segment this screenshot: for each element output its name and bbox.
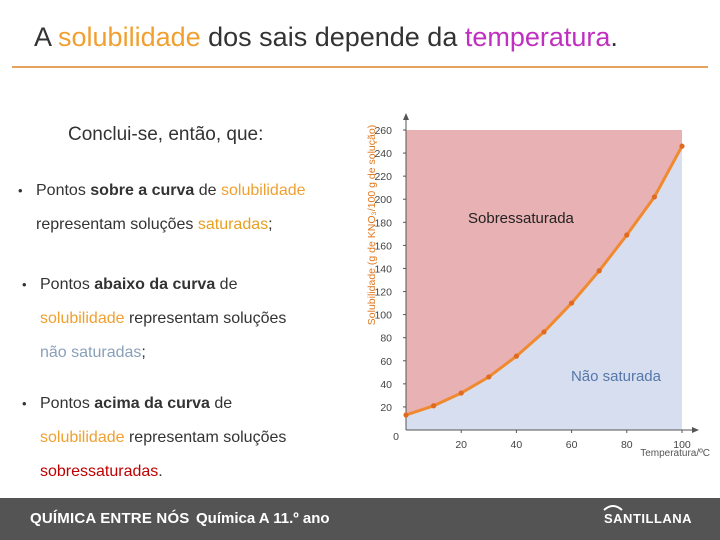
region-label-nao-saturada: Não saturada bbox=[571, 368, 662, 385]
y-tick-label: 20 bbox=[380, 402, 392, 414]
highlight-text: solubilidade bbox=[40, 310, 125, 327]
text: ; bbox=[141, 344, 146, 361]
bullet-line: sobressaturadas. bbox=[40, 455, 286, 489]
x-tick-label: 80 bbox=[621, 439, 633, 451]
region-above-curve bbox=[406, 130, 682, 415]
bullet-line: Pontos sobre a curva de solubilidade bbox=[36, 174, 306, 208]
text: Pontos bbox=[40, 395, 95, 412]
y-axis-label: Solubilidade (g de KNO₃/100 g de solução… bbox=[366, 125, 378, 325]
footer-brand: SANTILLANA bbox=[604, 511, 693, 526]
plot-area: 20 40 60 80 100 120 140 160 180 200 220 240 260 0 20 40… bbox=[374, 113, 699, 451]
y-tick-label: 260 bbox=[374, 125, 392, 137]
x-axis-arrow bbox=[692, 427, 699, 433]
highlight-text: saturadas bbox=[197, 216, 269, 233]
text: representam soluções bbox=[124, 429, 287, 446]
solubility-chart: 20 40 60 80 100 120 140 160 180 200 220 240 260 0 20 40… bbox=[366, 113, 710, 459]
slide-title: A solubilidade dos sais depende da tempe… bbox=[34, 22, 618, 53]
y-tick-label: 60 bbox=[380, 356, 392, 368]
footer-bar: QUÍMICA ENTRE NÓS Química A 11.º ano SAN… bbox=[0, 498, 720, 540]
title-highlight-solubilidade: solubilidade bbox=[58, 22, 201, 52]
y-axis-arrow bbox=[403, 113, 409, 120]
bullet-line: representam soluções saturadas; bbox=[36, 208, 306, 242]
footer-course: Química A 11.º ano bbox=[196, 510, 330, 527]
data-point bbox=[651, 194, 657, 200]
bullet-dot: • bbox=[22, 277, 27, 292]
data-point bbox=[596, 268, 602, 274]
y-tick-label: 80 bbox=[380, 333, 392, 345]
highlight-text: solubilidade bbox=[221, 182, 306, 199]
highlight-text: não saturadas bbox=[40, 344, 142, 361]
bullet-line: não saturadas; bbox=[40, 336, 286, 370]
data-point bbox=[486, 374, 492, 380]
y-tick-label: 40 bbox=[380, 379, 392, 391]
data-point bbox=[679, 143, 685, 149]
text: de bbox=[215, 276, 238, 293]
text: ; bbox=[268, 216, 273, 233]
bullet-dot: • bbox=[18, 183, 23, 198]
y-tick-label: 160 bbox=[374, 240, 392, 252]
text: representam soluções bbox=[124, 310, 287, 327]
conclusion-text: Conclui-se, então, que: bbox=[68, 124, 264, 145]
y-tick-label: 200 bbox=[374, 194, 392, 206]
title-text: A bbox=[34, 22, 59, 52]
x-tick-label: 60 bbox=[566, 439, 578, 451]
title-text: . bbox=[610, 22, 618, 52]
data-point bbox=[513, 353, 519, 359]
bold-text: acima da curva bbox=[94, 395, 210, 412]
bullet-line: solubilidade representam soluções bbox=[40, 421, 286, 455]
y-tick-label: 120 bbox=[374, 287, 392, 299]
text: Pontos bbox=[36, 182, 91, 199]
bullet-line: solubilidade representam soluções bbox=[40, 302, 286, 336]
x-tick-label: 0 bbox=[393, 431, 399, 443]
y-tick-label: 180 bbox=[374, 217, 392, 229]
title-text: dos sais depende da bbox=[200, 22, 465, 52]
text: Pontos bbox=[40, 276, 95, 293]
region-below-curve bbox=[406, 146, 682, 430]
data-point bbox=[403, 412, 409, 418]
text: representam soluções bbox=[36, 216, 198, 233]
y-tick-label: 100 bbox=[374, 310, 392, 322]
bullet-dot: • bbox=[22, 396, 27, 411]
santillana-logo-icon bbox=[603, 505, 623, 511]
bold-text: abaixo da curva bbox=[94, 276, 216, 293]
x-tick-label: 40 bbox=[511, 439, 523, 451]
data-point bbox=[431, 403, 437, 409]
bullet-below-curve: • Pontos abaixo da curva de solubilidade… bbox=[22, 268, 286, 370]
x-tick-label: 20 bbox=[455, 439, 467, 451]
bullet-line: Pontos abaixo da curva de bbox=[40, 268, 286, 302]
data-point bbox=[458, 390, 464, 396]
title-bar: A solubilidade dos sais depende da tempe… bbox=[12, 10, 708, 68]
highlight-text: solubilidade bbox=[40, 429, 125, 446]
highlight-text: sobressaturadas bbox=[40, 463, 159, 480]
y-tick-label: 240 bbox=[374, 148, 392, 160]
title-highlight-temperatura: temperatura bbox=[464, 22, 611, 52]
region-label-sobressaturada: Sobressaturada bbox=[468, 210, 575, 227]
x-tick-label: 100 bbox=[673, 439, 691, 451]
x-axis-label: Temperatura/ºC bbox=[640, 448, 710, 459]
footer-collection-title: QUÍMICA ENTRE NÓS bbox=[30, 510, 190, 527]
data-point bbox=[569, 300, 575, 306]
y-tick-label: 220 bbox=[374, 171, 392, 183]
data-point bbox=[624, 232, 630, 238]
text: de bbox=[209, 395, 233, 412]
bullet-line: Pontos acima da curva de bbox=[40, 387, 286, 421]
text: de bbox=[194, 182, 222, 199]
y-tick-label: 140 bbox=[374, 263, 392, 275]
bullet-above-curve: • Pontos acima da curva de solubilidade … bbox=[22, 387, 286, 489]
bold-text: sobre a curva bbox=[90, 182, 195, 199]
text: . bbox=[158, 463, 163, 480]
data-point bbox=[541, 329, 547, 335]
bullet-on-curve: • Pontos sobre a curva de solubilidade r… bbox=[18, 174, 306, 242]
